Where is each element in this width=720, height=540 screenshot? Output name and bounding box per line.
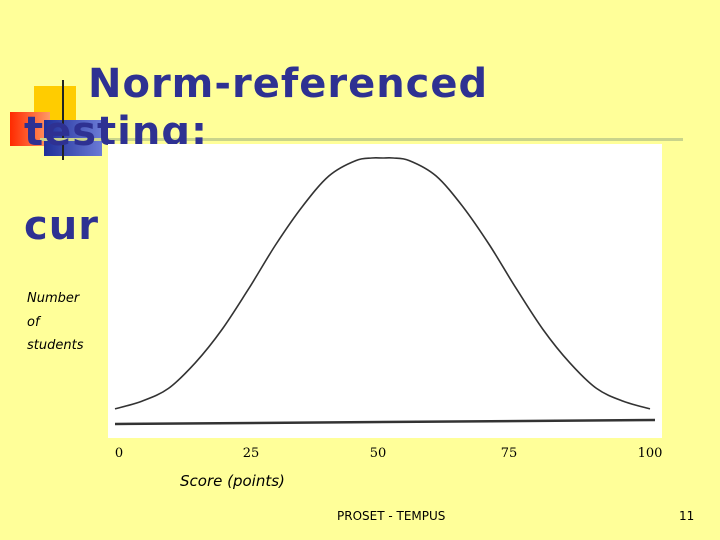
normal-curve-chart — [108, 144, 662, 438]
x-axis-label: Score (points) — [180, 472, 285, 490]
x-tick-label: 75 — [501, 446, 518, 461]
y-axis-label-line-1: Number — [27, 291, 79, 306]
y-axis-label-line-2: of — [27, 315, 40, 330]
footer-text: PROSET - TEMPUS — [337, 509, 445, 523]
y-axis-label-line-3: students — [27, 338, 83, 353]
x-tick-label: 0 — [115, 446, 123, 461]
x-tick-label: 100 — [638, 446, 663, 461]
page-number: 11 — [679, 509, 694, 523]
slide-title-line-1: Norm-referenced — [88, 64, 488, 104]
slide-title-line-3: cur — [24, 206, 99, 246]
x-tick-label: 25 — [243, 446, 260, 461]
distribution-curve-line — [115, 158, 650, 409]
chart-plot-area — [108, 144, 662, 438]
x-tick-label: 50 — [370, 446, 387, 461]
x-axis-baseline — [115, 420, 655, 424]
